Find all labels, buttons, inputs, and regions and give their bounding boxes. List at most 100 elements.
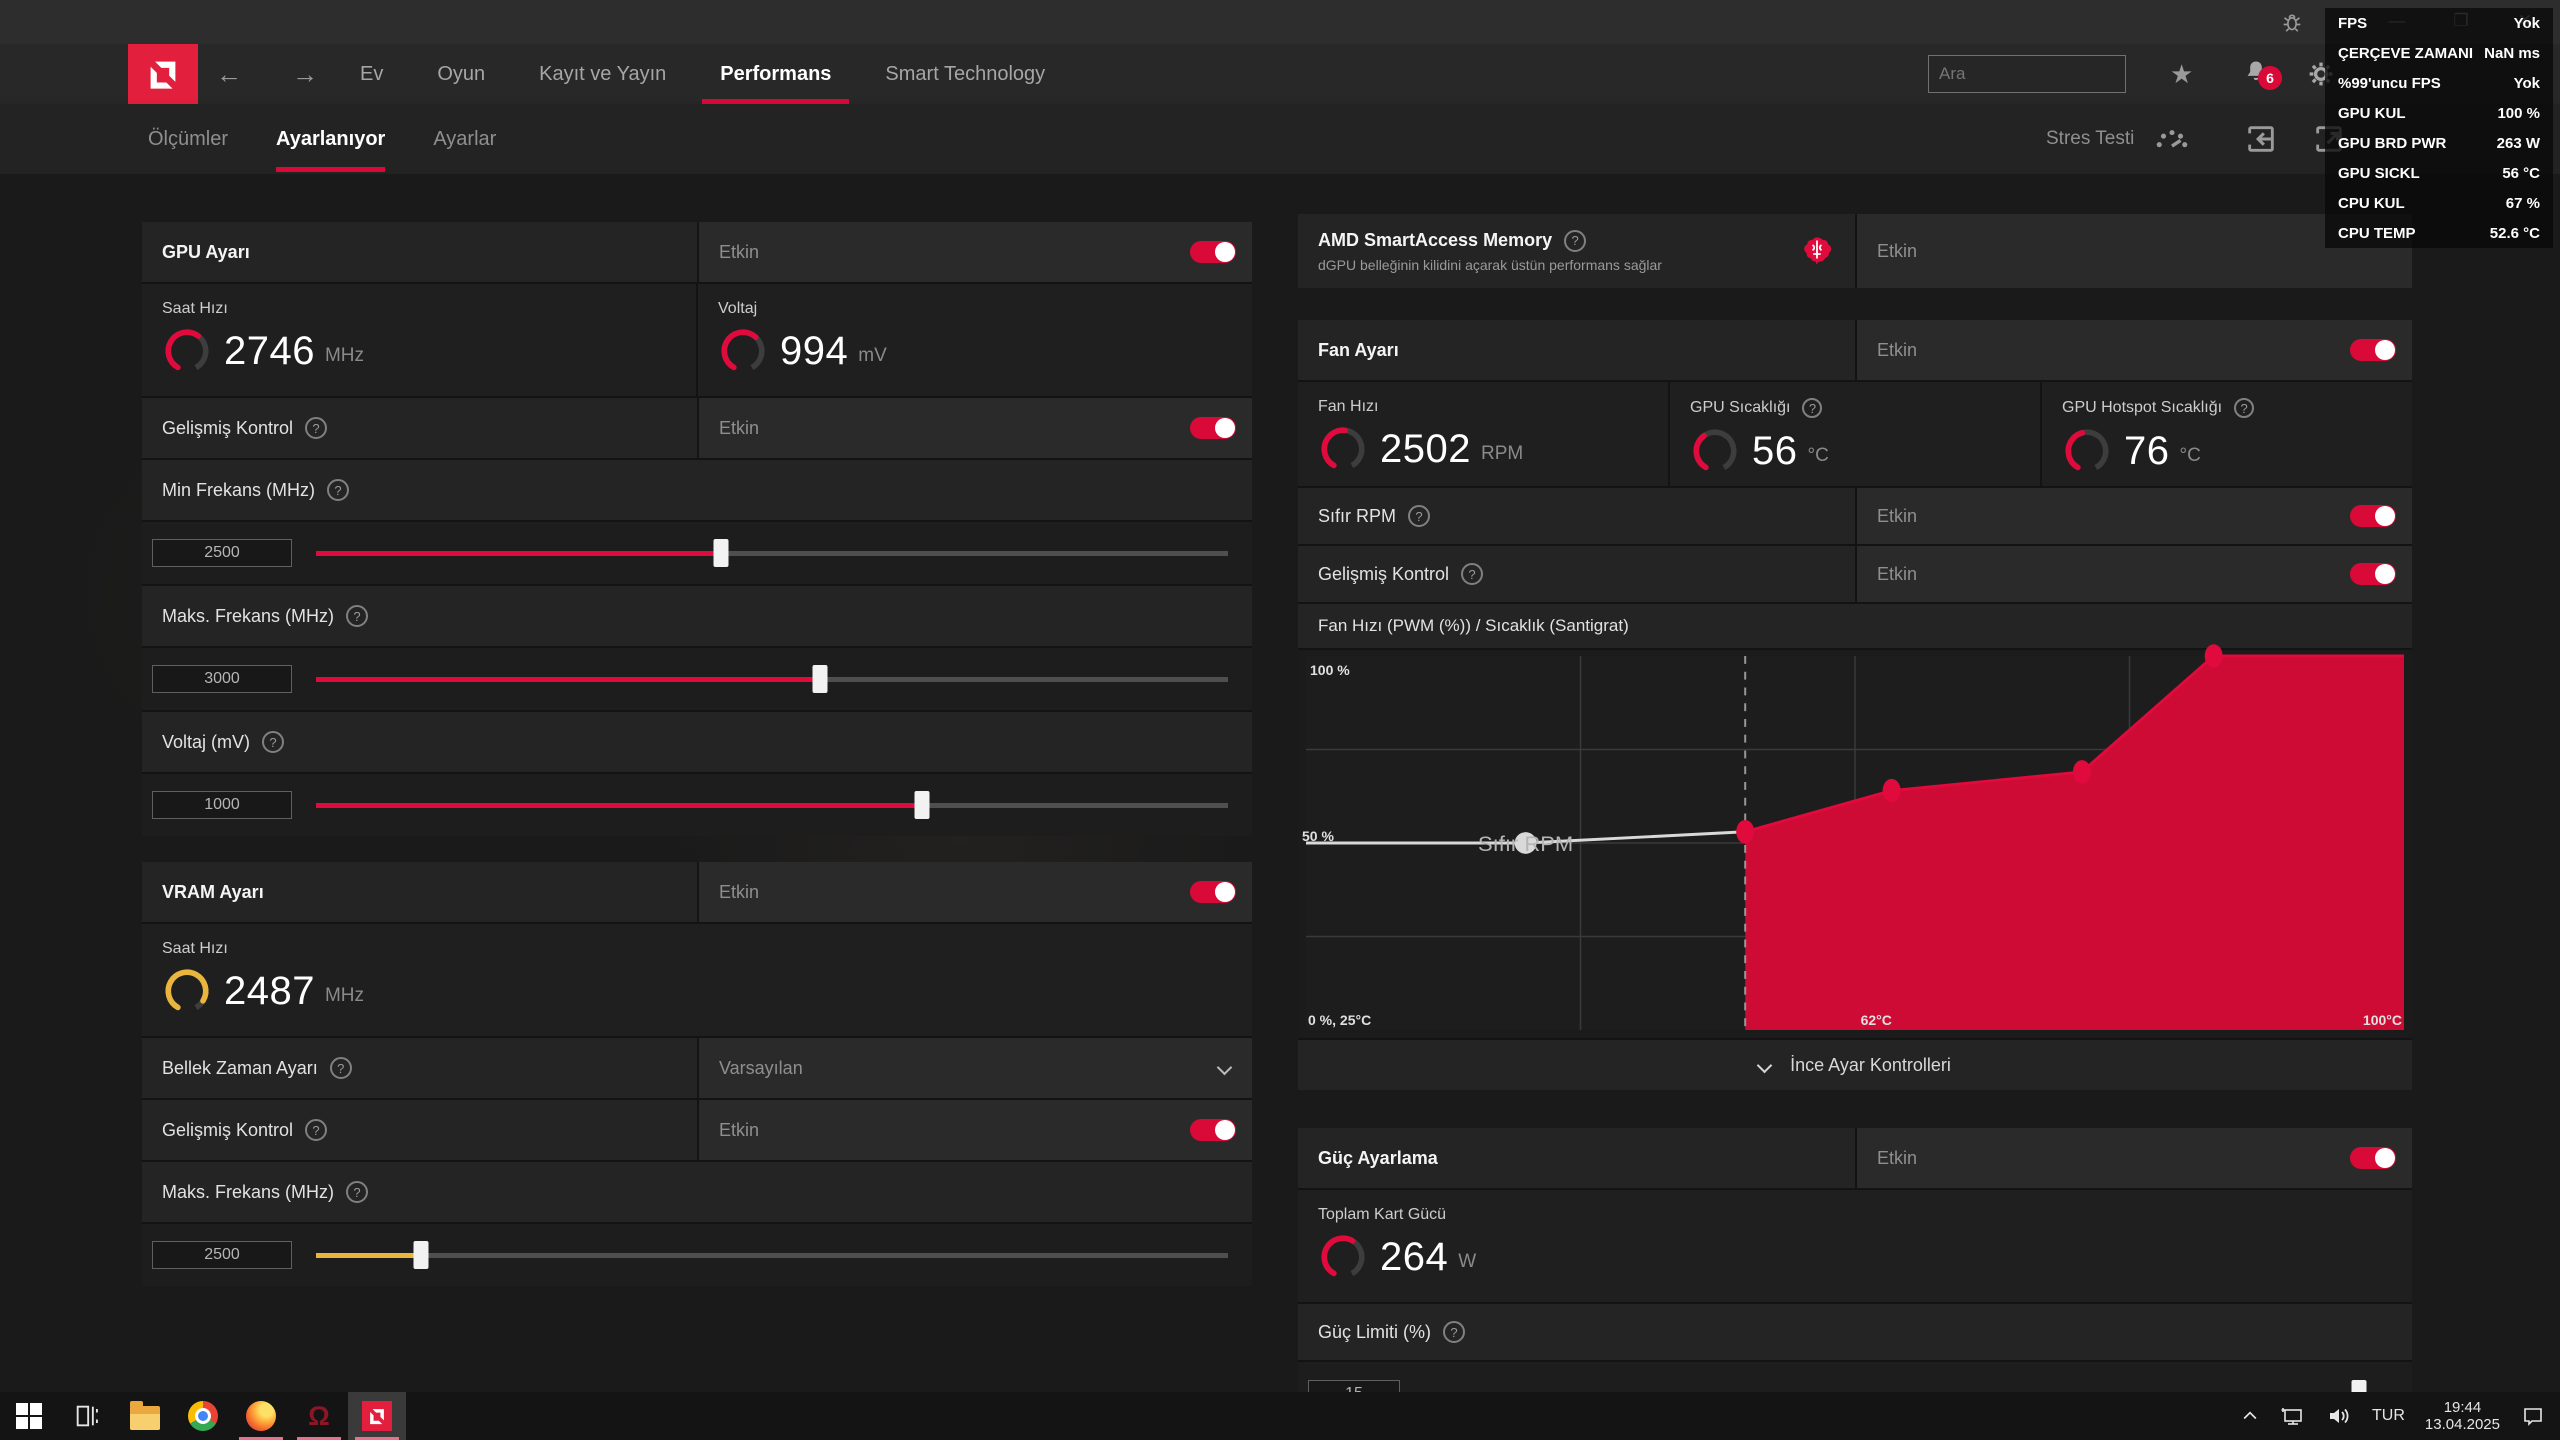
fan-enable-toggle[interactable] xyxy=(2350,339,2396,361)
notifications-bell-icon[interactable]: 6 xyxy=(2242,44,2282,104)
fan-tuning-card: Fan Ayarı Etkin Fan Hızı 2502 RPM GPU Sı… xyxy=(1298,320,2412,1090)
power-limit-label: Güç Limiti (%) xyxy=(1318,1321,1432,1342)
amd-software-button[interactable] xyxy=(348,1392,406,1440)
sam-subtitle: dGPU belleğinin kilidini açarak üstün pe… xyxy=(1318,256,1662,273)
smart-access-memory-card: AMD SmartAccess Memory ? dGPU belleğinin… xyxy=(1298,214,2412,288)
tab-ayarlaniyor[interactable]: Ayarlanıyor xyxy=(276,104,386,174)
gpu-min-freq-slider[interactable] xyxy=(316,539,1228,567)
tab-ev[interactable]: Ev xyxy=(360,62,384,85)
tab-kayit-ve-yayin[interactable]: Kayıt ve Yayın xyxy=(539,62,667,85)
power-enable-toggle[interactable] xyxy=(2350,1147,2396,1169)
fan-advanced-toggle[interactable] xyxy=(2350,563,2396,585)
gpu-tuning-card: GPU Ayarı Etkin Saat Hızı 2746 MHz Volta… xyxy=(142,222,1252,836)
gpu-max-freq-slider[interactable] xyxy=(316,665,1228,693)
help-icon[interactable]: ? xyxy=(329,1057,352,1079)
chrome-button[interactable] xyxy=(174,1392,232,1440)
clock[interactable]: 19:44 13.04.2025 xyxy=(2425,1399,2500,1433)
help-icon[interactable]: ? xyxy=(305,417,328,439)
fan-curve-title: Fan Hızı (PWM (%)) / Sıcaklık (Santigrat… xyxy=(1318,616,1629,635)
hotspot-temp-gauge-icon xyxy=(2065,429,2109,473)
tab-performans[interactable]: Performans xyxy=(702,44,850,104)
volume-icon[interactable] xyxy=(2326,1404,2352,1428)
firefox-icon xyxy=(246,1401,276,1431)
firefox-button[interactable] xyxy=(232,1392,290,1440)
help-icon[interactable]: ? xyxy=(327,479,350,501)
network-icon[interactable] xyxy=(2280,1404,2306,1428)
omega-app-button[interactable]: Ω xyxy=(290,1392,348,1440)
gpu-enable-toggle[interactable] xyxy=(1190,241,1236,263)
gpu-temp-unit: °C xyxy=(1807,445,1829,466)
vram-enable-toggle[interactable] xyxy=(1190,881,1236,903)
favorites-star-icon[interactable]: ★ xyxy=(2170,58,2194,89)
help-icon[interactable]: ? xyxy=(1564,229,1587,252)
overlay-row: GPU SICKL 56 °C xyxy=(2338,164,2540,182)
slider-handle[interactable] xyxy=(413,1241,429,1269)
file-explorer-button[interactable] xyxy=(116,1392,174,1440)
help-icon[interactable]: ? xyxy=(1802,398,1823,418)
zero-rpm-status: Etkin xyxy=(1877,505,1918,526)
language-indicator[interactable]: TUR xyxy=(2372,1407,2405,1424)
vram-mem-timing-select[interactable]: Varsayılan xyxy=(699,1038,1252,1098)
help-icon[interactable]: ? xyxy=(346,1181,369,1203)
gpu-advanced-toggle[interactable] xyxy=(1190,417,1236,439)
vram-clock-gauge-icon xyxy=(165,969,209,1013)
gpu-clock-label: Saat Hızı xyxy=(162,300,228,317)
notification-badge: 6 xyxy=(2258,65,2282,90)
vram-mem-timing-label: Bellek Zaman Ayarı xyxy=(162,1057,318,1078)
help-icon[interactable]: ? xyxy=(262,731,285,753)
forward-icon[interactable]: → xyxy=(292,58,318,89)
slider-handle[interactable] xyxy=(713,539,729,567)
zero-rpm-toggle[interactable] xyxy=(2350,505,2396,527)
help-icon[interactable]: ? xyxy=(1461,563,1484,585)
slider-handle[interactable] xyxy=(812,665,828,693)
bug-report-icon[interactable] xyxy=(2282,12,2302,37)
tab-oyun[interactable]: Oyun xyxy=(437,62,486,85)
task-view-button[interactable] xyxy=(58,1392,116,1440)
tab-ayarlar[interactable]: Ayarlar xyxy=(433,127,497,150)
vram-max-freq-input[interactable] xyxy=(152,1241,292,1269)
gpu-voltage-input[interactable] xyxy=(152,791,292,819)
vram-max-freq-slider[interactable] xyxy=(316,1241,1228,1269)
gpu-max-freq-label: Maks. Frekans (MHz) xyxy=(162,605,335,626)
import-profile-icon[interactable] xyxy=(2244,104,2278,174)
gpu-card-title: GPU Ayarı xyxy=(162,241,250,262)
help-icon[interactable]: ? xyxy=(346,605,369,627)
gpu-max-freq-input[interactable] xyxy=(152,665,292,693)
tray-expand-chevron-icon[interactable] xyxy=(2240,1406,2260,1426)
help-icon[interactable]: ? xyxy=(305,1119,328,1141)
tab-smart-technology[interactable]: Smart Technology xyxy=(885,62,1046,85)
help-icon[interactable]: ? xyxy=(1408,505,1431,527)
fan-advanced-status: Etkin xyxy=(1877,563,1918,584)
gpu-voltage-slider[interactable] xyxy=(316,791,1228,819)
chrome-icon xyxy=(188,1401,218,1431)
start-button[interactable] xyxy=(0,1392,58,1440)
brain-icon xyxy=(1804,237,1832,265)
fine-tuning-controls-expander[interactable]: İnce Ayar Kontrolleri xyxy=(1298,1040,2412,1090)
title-bar: — ❐ ✕ xyxy=(0,0,2560,44)
action-center-icon[interactable] xyxy=(2520,1404,2546,1428)
y-axis-100-label: 100 % xyxy=(1310,662,1350,678)
slider-handle[interactable] xyxy=(914,791,930,819)
gpu-min-freq-input[interactable] xyxy=(152,539,292,567)
vram-advanced-toggle[interactable] xyxy=(1190,1119,1236,1141)
amd-logo[interactable] xyxy=(128,44,198,104)
x-axis-62-label: 62°C xyxy=(1860,1012,1892,1028)
search-input[interactable] xyxy=(1939,64,2160,84)
board-power-unit: W xyxy=(1458,1251,1477,1272)
back-icon[interactable]: ← xyxy=(216,58,242,89)
help-icon[interactable]: ? xyxy=(2234,398,2255,418)
stress-test-button[interactable]: Stres Testi xyxy=(2046,104,2192,174)
vram-clock-stat: Saat Hızı 2487 MHz xyxy=(142,924,1252,1036)
chevron-down-icon xyxy=(1216,1059,1233,1076)
hotspot-temp-label: GPU Hotspot Sıcaklığı xyxy=(2062,399,2223,416)
fan-curve-chart[interactable]: Sıfır RPM 100 % 50 % 0 %, 25°C 62°C 100°… xyxy=(1298,644,2412,1038)
search-box[interactable] xyxy=(1928,55,2160,93)
tab-olcumler[interactable]: Ölçümler xyxy=(148,127,229,150)
help-icon[interactable]: ? xyxy=(1443,1321,1466,1343)
sam-title: AMD SmartAccess Memory xyxy=(1318,230,1553,250)
tray-date: 13.04.2025 xyxy=(2424,1416,2500,1433)
fan-speed-stat: Fan Hızı 2502 RPM xyxy=(1298,382,1668,486)
vram-card-title: VRAM Ayarı xyxy=(162,881,264,902)
gpu-min-freq-slider-row xyxy=(142,522,1252,584)
vram-tuning-card: VRAM Ayarı Etkin Saat Hızı 2487 MHz Bell… xyxy=(142,862,1252,1286)
